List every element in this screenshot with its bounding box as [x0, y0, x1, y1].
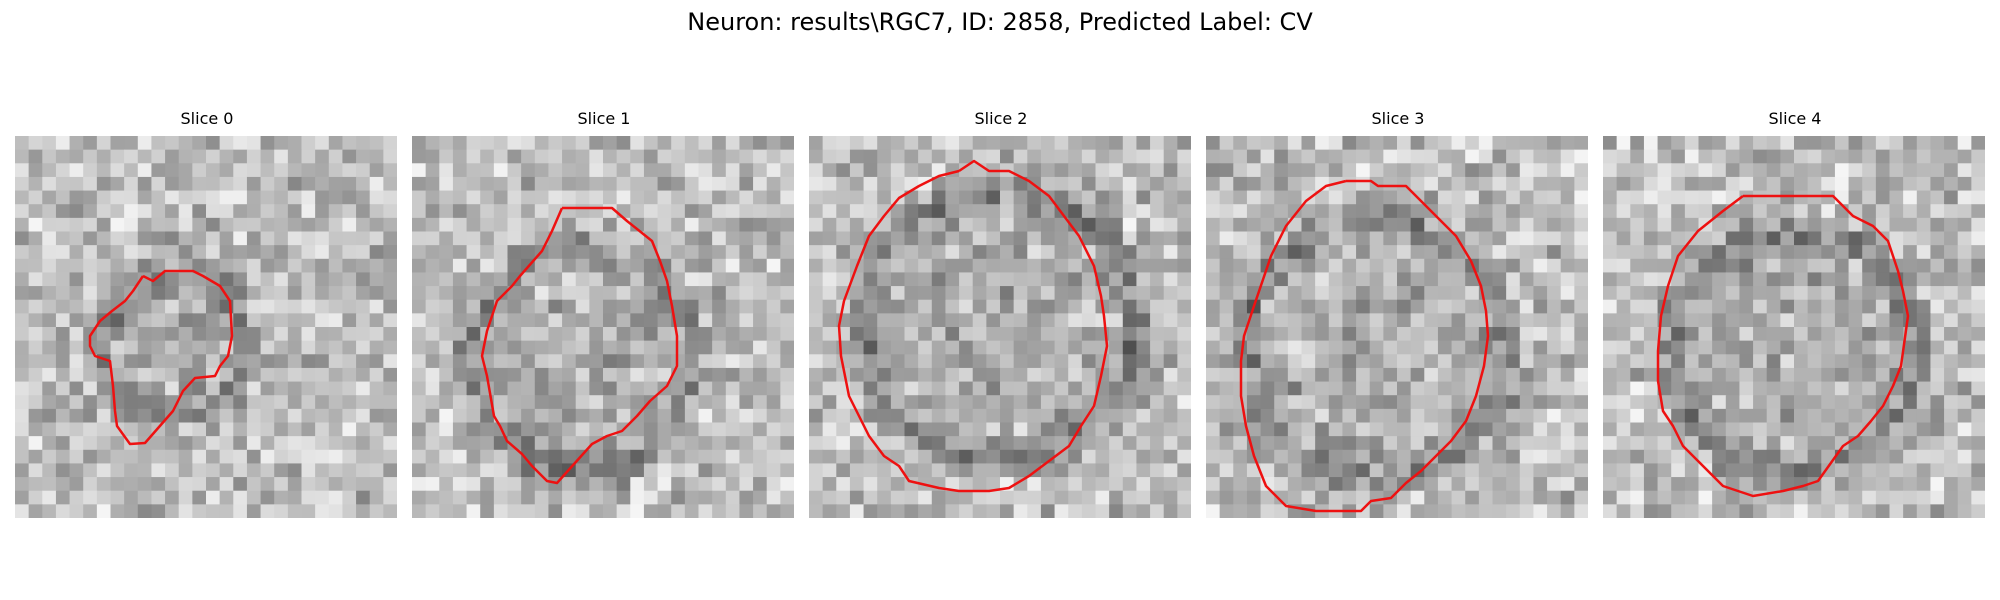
figure-title: Neuron: results\RGC7, ID: 2858, Predicte…: [687, 8, 1313, 36]
slice-contour-2: [837, 159, 1109, 493]
slice-title-1: Slice 1: [577, 109, 631, 128]
slice-panel-0: Slice 0: [15, 106, 399, 518]
slice-contour-3: [1239, 179, 1490, 513]
slice-pixels-4: [1603, 136, 1985, 518]
slice-image-2: [809, 136, 1191, 518]
slice-title-2: Slice 2: [974, 109, 1028, 128]
slice-image-3: [1206, 136, 1588, 518]
slice-pixels-0: [15, 136, 397, 518]
slice-pixels-3: [1206, 136, 1588, 518]
slice-panel-4: Slice 4: [1603, 106, 1987, 518]
slice-title-0: Slice 0: [180, 109, 234, 128]
slice-pixels-1: [412, 136, 794, 518]
slice-panel-3: Slice 3: [1206, 106, 1590, 518]
slice-title-3: Slice 3: [1371, 109, 1425, 128]
slice-pixels-2: [809, 136, 1191, 518]
slice-contour-0: [88, 269, 234, 446]
slice-contour-1: [480, 206, 679, 485]
slice-image-1: [412, 136, 794, 518]
slice-title-4: Slice 4: [1768, 109, 1822, 128]
slice-image-4: [1603, 136, 1985, 518]
slice-image-0: [15, 136, 397, 518]
slice-panel-1: Slice 1: [412, 106, 796, 518]
slice-contour-4: [1656, 194, 1910, 498]
slice-panel-2: Slice 2: [809, 106, 1193, 518]
